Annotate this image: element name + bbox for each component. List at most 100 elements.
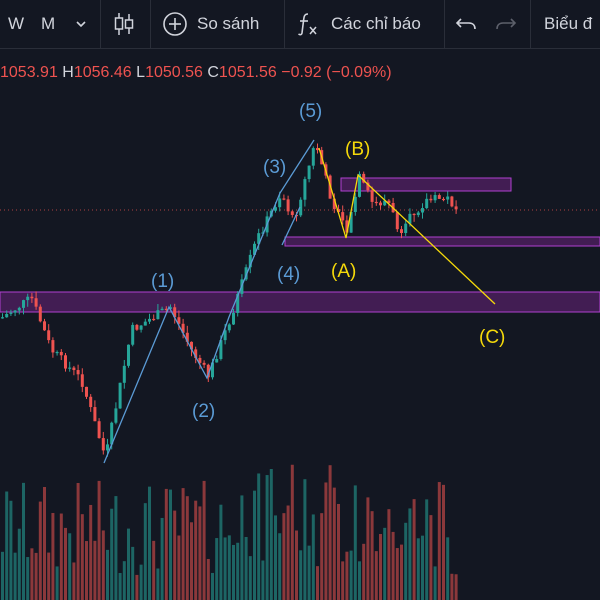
candle-body [236,293,240,313]
candle-body [446,196,450,200]
interval-m-button[interactable]: M [41,0,55,48]
volume-bar [59,513,63,600]
candle-body [358,173,361,197]
volume-bar [374,551,378,600]
volume-bar [366,497,370,600]
undo-icon [455,18,476,30]
candle-body [51,340,55,353]
volume-bar [442,484,445,600]
chevron-down-icon [76,21,86,28]
candle-body [223,330,227,341]
volume-bar [240,495,244,600]
candle-body [454,206,458,210]
wave-4-label: (4) [277,264,300,285]
candle-body [185,332,189,342]
volume-bar [311,514,315,600]
volume-bar [34,552,38,600]
low-value: 1050.56 [145,64,203,81]
volume-bar [341,561,345,600]
volume-bar [215,538,219,600]
volume-bar [257,473,261,600]
volume-bar [51,512,55,600]
volume-bar [139,564,143,600]
candle-body [148,318,151,322]
candle-body [219,340,223,359]
volume-bar [181,488,185,600]
candle-body [177,317,181,324]
volume-bar [316,566,319,600]
volume-bar [227,535,231,600]
candle-body [202,362,206,365]
candle-body [232,312,235,325]
volume-bar [450,573,454,600]
candle-body [160,308,164,311]
candle-body [9,312,13,314]
candle-body [311,148,315,166]
volume-bar [97,480,101,600]
compare-button[interactable]: So sánh [162,0,259,48]
volume-bar [131,546,135,600]
support-zone [0,291,600,313]
volume-bar [236,542,240,600]
volume-bar [446,537,450,600]
chart-type-button[interactable] [112,0,136,48]
interval-w-button[interactable]: W [8,0,24,48]
candle-body [97,421,101,439]
volume-bar [80,514,84,600]
redo-button[interactable] [495,0,517,48]
candle-body [43,321,46,331]
volume-bar [68,533,72,600]
toolbar-divider [444,0,445,48]
candle-body [13,310,17,313]
candle-body [143,321,147,326]
candle-body [173,307,177,318]
volume-bar [278,533,282,600]
volume-bar [164,488,168,600]
volume-bar [118,573,122,600]
candle-body [47,330,51,341]
candle-body [257,233,261,244]
candle-body [353,196,357,213]
candle-body [442,198,445,201]
candle-body [80,374,84,387]
candle-body [374,201,378,204]
volume-bar [135,574,139,600]
candle-body [253,243,256,255]
change-value: −0.92 (−0.09%) [281,64,392,81]
candlestick-icon [114,13,134,35]
volume-bar [156,568,160,600]
wave-b-label: (B) [345,139,370,160]
candle-body [450,196,454,207]
volume-bar [177,535,181,600]
candle-body [362,173,366,183]
interval-dropdown-button[interactable] [74,0,88,48]
candle-body [85,386,88,397]
volume-bar [17,528,21,600]
candle-body [131,324,135,345]
volume-bar [30,548,34,600]
candle-body [110,422,114,445]
volume-bar [160,517,164,600]
volume-bar [248,556,252,600]
volume-bar [299,550,303,600]
low-label: L [136,64,146,81]
volume-bar [421,535,424,600]
volume-bar [127,528,130,600]
function-icon [298,13,317,36]
undo-button[interactable] [455,0,477,48]
volume-bar [433,566,437,600]
volume-bar [269,468,273,600]
indicators-button[interactable]: Các chỉ báo [297,0,421,48]
volume-bar [93,540,97,600]
top-toolbar: W M So sánh Các chỉ báo [0,0,600,49]
price-chart[interactable]: (1) (2) (3) (4) (5) (A) (B) (C) [0,48,600,600]
volume-bar [148,486,151,600]
candle-body [76,370,80,375]
candle-body [152,318,156,321]
candle-body [307,165,311,180]
volume-bar [38,501,42,600]
candle-body [194,349,198,358]
chart-layout-button[interactable]: Biểu đ [544,0,592,48]
volume-bar [303,479,307,600]
volume-bar [169,489,172,600]
